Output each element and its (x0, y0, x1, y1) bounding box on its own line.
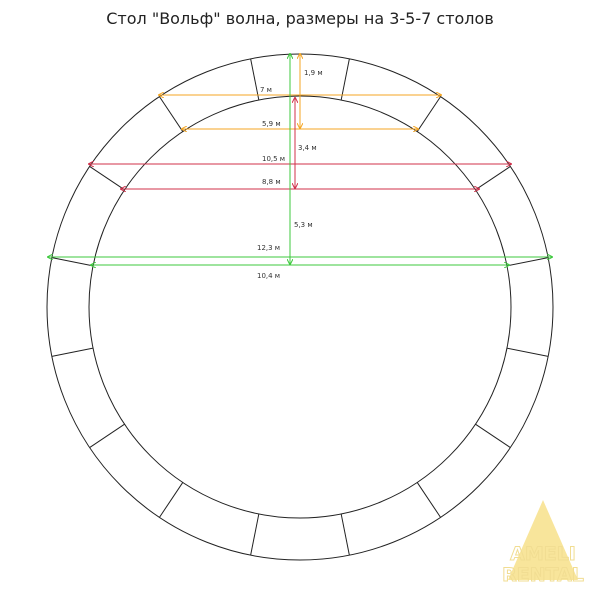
segment-divider (416, 482, 441, 518)
watermark: AMELI RENTAL (502, 500, 584, 587)
segment-divider (51, 257, 94, 267)
segment-divider (159, 96, 184, 132)
segment-divider (506, 347, 549, 357)
segment-divider (159, 482, 184, 518)
dimension-lines (48, 54, 552, 265)
segment-divider (416, 96, 441, 132)
dim-label: 7 м (260, 86, 272, 94)
dim-label: 8,8 м (262, 178, 281, 186)
dim-label: 5,3 м (294, 221, 313, 229)
segment-divider (475, 166, 511, 191)
dim-label: 10,5 м (262, 155, 285, 163)
dim-label: 5,9 м (262, 120, 281, 128)
segment-divider (475, 423, 511, 448)
dim-label: 3,4 м (298, 144, 317, 152)
dim-label: 1,9 м (304, 69, 323, 77)
dim-label: 10,4 м (257, 272, 280, 280)
segment-divider (89, 166, 125, 191)
watermark-line2: RENTAL (502, 564, 584, 586)
segment-divider (250, 58, 260, 101)
table-ring (46, 53, 554, 561)
segment-divider (250, 513, 260, 556)
dim-label: 12,3 м (257, 244, 280, 252)
segment-divider (51, 347, 94, 357)
title: Стол "Вольф" волна, размеры на 3-5-7 сто… (106, 9, 494, 28)
segment-divider (340, 513, 350, 556)
segment-divider (506, 257, 549, 267)
segment-divider (340, 58, 350, 101)
segment-divider (89, 423, 125, 448)
outer-circle (46, 53, 554, 561)
inner-circle (88, 95, 512, 519)
watermark-line1: AMELI (510, 543, 576, 565)
